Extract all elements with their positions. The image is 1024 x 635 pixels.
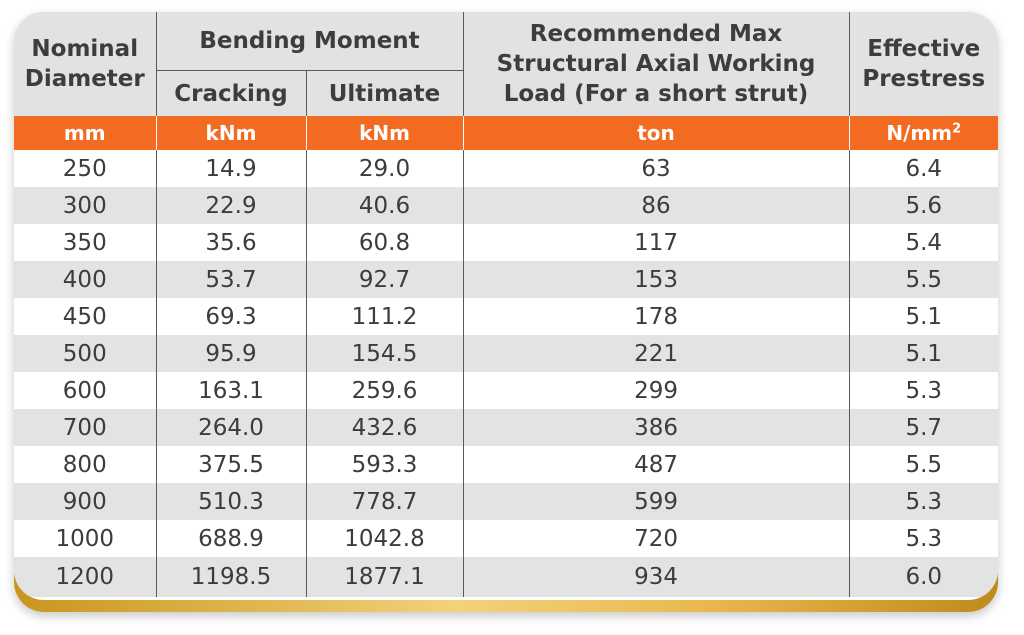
cell-axial-load: 221 xyxy=(462,335,850,372)
cell-ultimate: 778.7 xyxy=(305,483,464,520)
cell-cracking: 375.5 xyxy=(155,446,307,483)
cell-ultimate: 60.8 xyxy=(305,224,464,261)
header-bending-moment: Bending Moment xyxy=(155,12,464,71)
table-row: 600 163.1 259.6 299 5.3 xyxy=(14,372,998,409)
cell-axial-load: 178 xyxy=(462,298,850,335)
table-row: 1000 688.9 1042.8 720 5.3 xyxy=(14,520,998,557)
header-axial-load: Recommended Max Structural Axial Working… xyxy=(462,12,850,116)
cell-axial-load: 720 xyxy=(462,520,850,557)
cell-cracking: 35.6 xyxy=(155,224,307,261)
table-row: 300 22.9 40.6 86 5.6 xyxy=(14,187,998,224)
cell-prestress: 5.3 xyxy=(848,483,998,520)
cell-ultimate: 154.5 xyxy=(305,335,464,372)
header-nominal-diameter: Nominal Diameter xyxy=(14,12,157,116)
cell-diameter: 300 xyxy=(14,187,157,224)
cell-cracking: 69.3 xyxy=(155,298,307,335)
cell-prestress: 5.3 xyxy=(848,520,998,557)
unit-axial-load: ton xyxy=(462,116,850,150)
cell-cracking: 1198.5 xyxy=(155,557,307,597)
cell-axial-load: 934 xyxy=(462,557,850,597)
table-row: 450 69.3 111.2 178 5.1 xyxy=(14,298,998,335)
pile-spec-table: Nominal Diameter Bending Moment Recommen… xyxy=(14,12,998,597)
cell-axial-load: 117 xyxy=(462,224,850,261)
cell-prestress: 5.6 xyxy=(848,187,998,224)
table-row: 500 95.9 154.5 221 5.1 xyxy=(14,335,998,372)
cell-ultimate: 92.7 xyxy=(305,261,464,298)
unit-prestress-sup: 2 xyxy=(952,121,962,137)
cell-diameter: 900 xyxy=(14,483,157,520)
cell-prestress: 5.3 xyxy=(848,372,998,409)
cell-ultimate: 1042.8 xyxy=(305,520,464,557)
cell-prestress: 5.5 xyxy=(848,446,998,483)
header-effective-prestress: Effective Prestress xyxy=(848,12,998,116)
cell-prestress: 6.4 xyxy=(848,150,998,187)
table-row: 900 510.3 778.7 599 5.3 xyxy=(14,483,998,520)
unit-prestress: N/mm2 xyxy=(848,116,998,150)
cell-prestress: 6.0 xyxy=(848,557,998,597)
cell-cracking: 22.9 xyxy=(155,187,307,224)
cell-ultimate: 593.3 xyxy=(305,446,464,483)
cell-ultimate: 111.2 xyxy=(305,298,464,335)
cell-ultimate: 259.6 xyxy=(305,372,464,409)
cell-diameter: 350 xyxy=(14,224,157,261)
cell-axial-load: 299 xyxy=(462,372,850,409)
cell-axial-load: 153 xyxy=(462,261,850,298)
cell-prestress: 5.7 xyxy=(848,409,998,446)
table-row: 400 53.7 92.7 153 5.5 xyxy=(14,261,998,298)
cell-axial-load: 86 xyxy=(462,187,850,224)
cell-axial-load: 63 xyxy=(462,150,850,187)
cell-diameter: 800 xyxy=(14,446,157,483)
cell-cracking: 264.0 xyxy=(155,409,307,446)
header-cracking: Cracking xyxy=(156,70,307,116)
cell-cracking: 14.9 xyxy=(155,150,307,187)
cell-cracking: 688.9 xyxy=(155,520,307,557)
header-ultimate: Ultimate xyxy=(305,70,464,116)
cell-axial-load: 599 xyxy=(462,483,850,520)
table-row: 250 14.9 29.0 63 6.4 xyxy=(14,150,998,187)
cell-diameter: 250 xyxy=(14,150,157,187)
cell-cracking: 53.7 xyxy=(155,261,307,298)
cell-prestress: 5.1 xyxy=(848,335,998,372)
cell-prestress: 5.1 xyxy=(848,298,998,335)
table-body: 250 14.9 29.0 63 6.4 300 22.9 40.6 86 5.6 350 35.6 6… xyxy=(14,150,998,597)
cell-ultimate: 1877.1 xyxy=(305,557,464,597)
cell-diameter: 1200 xyxy=(14,557,157,597)
cell-cracking: 163.1 xyxy=(155,372,307,409)
table-row: 1200 1198.5 1877.1 934 6.0 xyxy=(14,557,998,597)
cell-diameter: 600 xyxy=(14,372,157,409)
cell-axial-load: 386 xyxy=(462,409,850,446)
table-row: 700 264.0 432.6 386 5.7 xyxy=(14,409,998,446)
cell-cracking: 510.3 xyxy=(155,483,307,520)
table-row: 350 35.6 60.8 117 5.4 xyxy=(14,224,998,261)
table-card: Nominal Diameter Bending Moment Recommen… xyxy=(14,12,998,612)
cell-ultimate: 29.0 xyxy=(305,150,464,187)
table-row: 800 375.5 593.3 487 5.5 xyxy=(14,446,998,483)
unit-cracking: kNm xyxy=(155,116,307,150)
table-card-inner: Nominal Diameter Bending Moment Recommen… xyxy=(14,12,998,600)
unit-prestress-base: N/mm xyxy=(886,121,953,145)
cell-ultimate: 432.6 xyxy=(305,409,464,446)
cell-prestress: 5.5 xyxy=(848,261,998,298)
cell-cracking: 95.9 xyxy=(155,335,307,372)
cell-diameter: 500 xyxy=(14,335,157,372)
cell-axial-load: 487 xyxy=(462,446,850,483)
cell-diameter: 450 xyxy=(14,298,157,335)
unit-ultimate: kNm xyxy=(305,116,464,150)
cell-diameter: 700 xyxy=(14,409,157,446)
cell-ultimate: 40.6 xyxy=(305,187,464,224)
cell-diameter: 400 xyxy=(14,261,157,298)
unit-diameter: mm xyxy=(14,116,157,150)
cell-diameter: 1000 xyxy=(14,520,157,557)
cell-prestress: 5.4 xyxy=(848,224,998,261)
